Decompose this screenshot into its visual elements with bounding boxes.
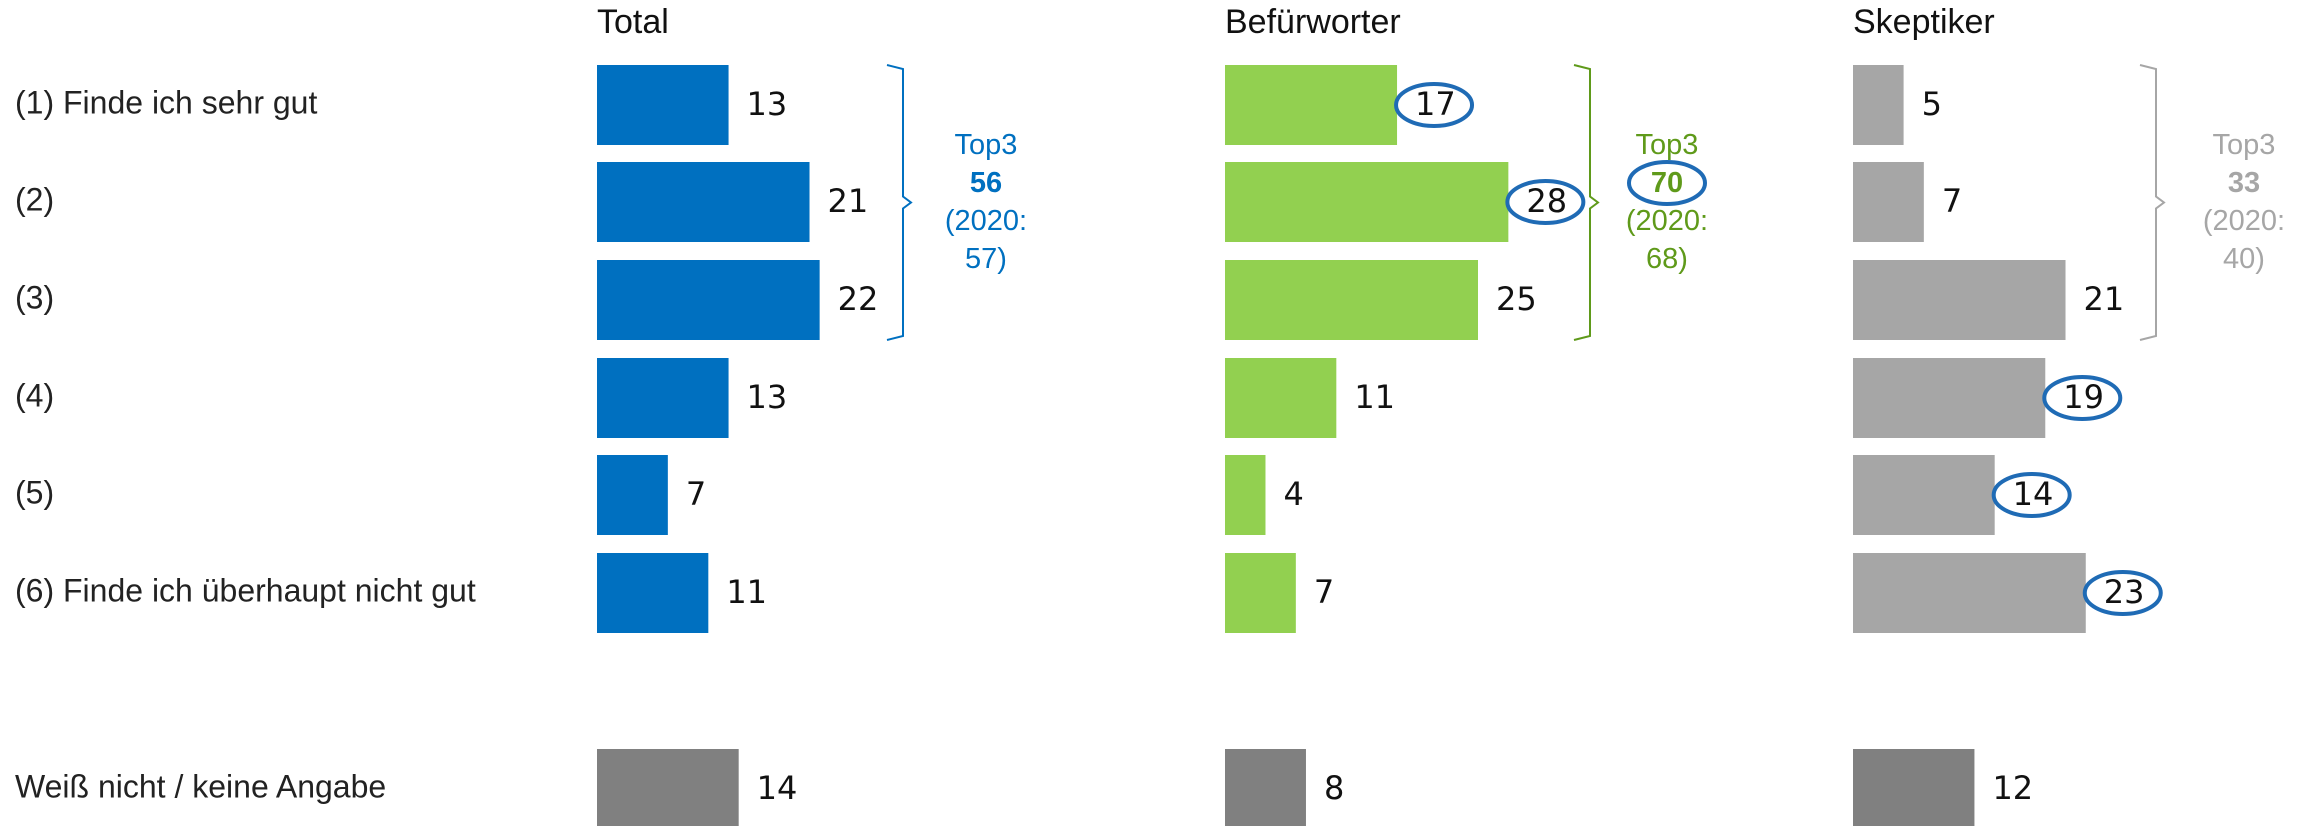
bar <box>1853 749 1975 826</box>
value-label: 14 <box>757 769 798 807</box>
top3-label: Top3 <box>954 129 1018 161</box>
category-label: (5) <box>15 474 54 510</box>
value-label: 21 <box>828 182 869 220</box>
top3-annotation: Top3 56 (2020: 57) <box>926 126 1046 278</box>
bar <box>597 358 729 438</box>
bar <box>1225 358 1337 438</box>
bar <box>1225 260 1478 340</box>
bracket <box>1573 64 1600 341</box>
panel-title: Skeptiker <box>1853 3 1995 41</box>
bar <box>597 553 709 633</box>
top3-label: Top3 <box>1635 129 1699 161</box>
bar <box>1853 358 2046 438</box>
value-label: 23 <box>2104 573 2145 611</box>
top3-circle <box>1627 160 1707 206</box>
value-label: 4 <box>1283 475 1303 513</box>
value-label: 25 <box>1496 280 1537 318</box>
value-label: 14 <box>2013 475 2054 513</box>
value-circle <box>2082 570 2163 616</box>
value-label: 7 <box>1942 182 1962 220</box>
value-label: 28 <box>1526 182 1567 220</box>
category-label: (2) <box>15 181 54 217</box>
top3-note: (2020: 57) <box>944 205 1028 275</box>
top3-value: 56 <box>969 167 1003 199</box>
bracket <box>2139 64 2166 341</box>
top3-label: Top3 <box>2212 129 2276 161</box>
bar <box>1225 65 1398 145</box>
top3-value: 70 <box>1650 167 1684 199</box>
bar <box>1853 455 1995 535</box>
value-label: 11 <box>1354 378 1395 416</box>
bar <box>1225 162 1509 242</box>
bar <box>597 455 668 535</box>
value-circle <box>2042 375 2123 421</box>
panel-title: Total <box>597 3 669 41</box>
value-label: 11 <box>726 573 767 611</box>
bar <box>1225 749 1306 826</box>
value-label: 17 <box>1415 85 1456 123</box>
category-label: (4) <box>15 377 54 413</box>
value-circle <box>1991 472 2072 518</box>
bracket <box>886 64 913 341</box>
value-label: 13 <box>747 85 788 123</box>
bar <box>1853 162 1924 242</box>
panel-title: Befürworter <box>1225 3 1401 41</box>
top3-value: 33 <box>2227 167 2261 199</box>
bar <box>1853 65 1904 145</box>
bar <box>1853 260 2066 340</box>
top3-note: (2020: 40) <box>2202 205 2286 275</box>
value-label: 7 <box>686 475 706 513</box>
value-label: 19 <box>2063 378 2104 416</box>
top3-note: (2020: 68) <box>1625 205 1709 275</box>
category-label: (3) <box>15 279 54 315</box>
value-circle <box>1394 82 1475 128</box>
value-label: 22 <box>838 280 879 318</box>
value-label: 7 <box>1314 573 1334 611</box>
category-label: (1) Finde ich sehr gut <box>15 84 317 120</box>
bar <box>1853 553 2086 633</box>
value-label: 21 <box>2084 280 2125 318</box>
bar <box>597 162 810 242</box>
top3-annotation: Top3 70 (2020: 68) <box>1607 126 1727 278</box>
value-label: 5 <box>1922 85 1942 123</box>
bar <box>1225 553 1296 633</box>
top3-box: Top3 33 (2020: 40) <box>2184 126 2304 278</box>
value-circle <box>1505 179 1586 225</box>
top3-annotation: Top3 33 (2020: 40) <box>2184 126 2304 278</box>
bar <box>1225 455 1266 535</box>
bar <box>597 749 739 826</box>
bar <box>597 65 729 145</box>
bar <box>597 260 820 340</box>
top3-box: Top3 56 (2020: 57) <box>926 126 1046 278</box>
category-label: (6) Finde ich überhaupt nicht gut <box>15 572 476 608</box>
top3-box: Top3 70 (2020: 68) <box>1607 126 1727 278</box>
value-label: 13 <box>747 378 788 416</box>
category-label: Weiß nicht / keine Angabe <box>15 768 386 804</box>
value-label: 12 <box>1992 769 2033 807</box>
value-label: 8 <box>1324 769 1344 807</box>
